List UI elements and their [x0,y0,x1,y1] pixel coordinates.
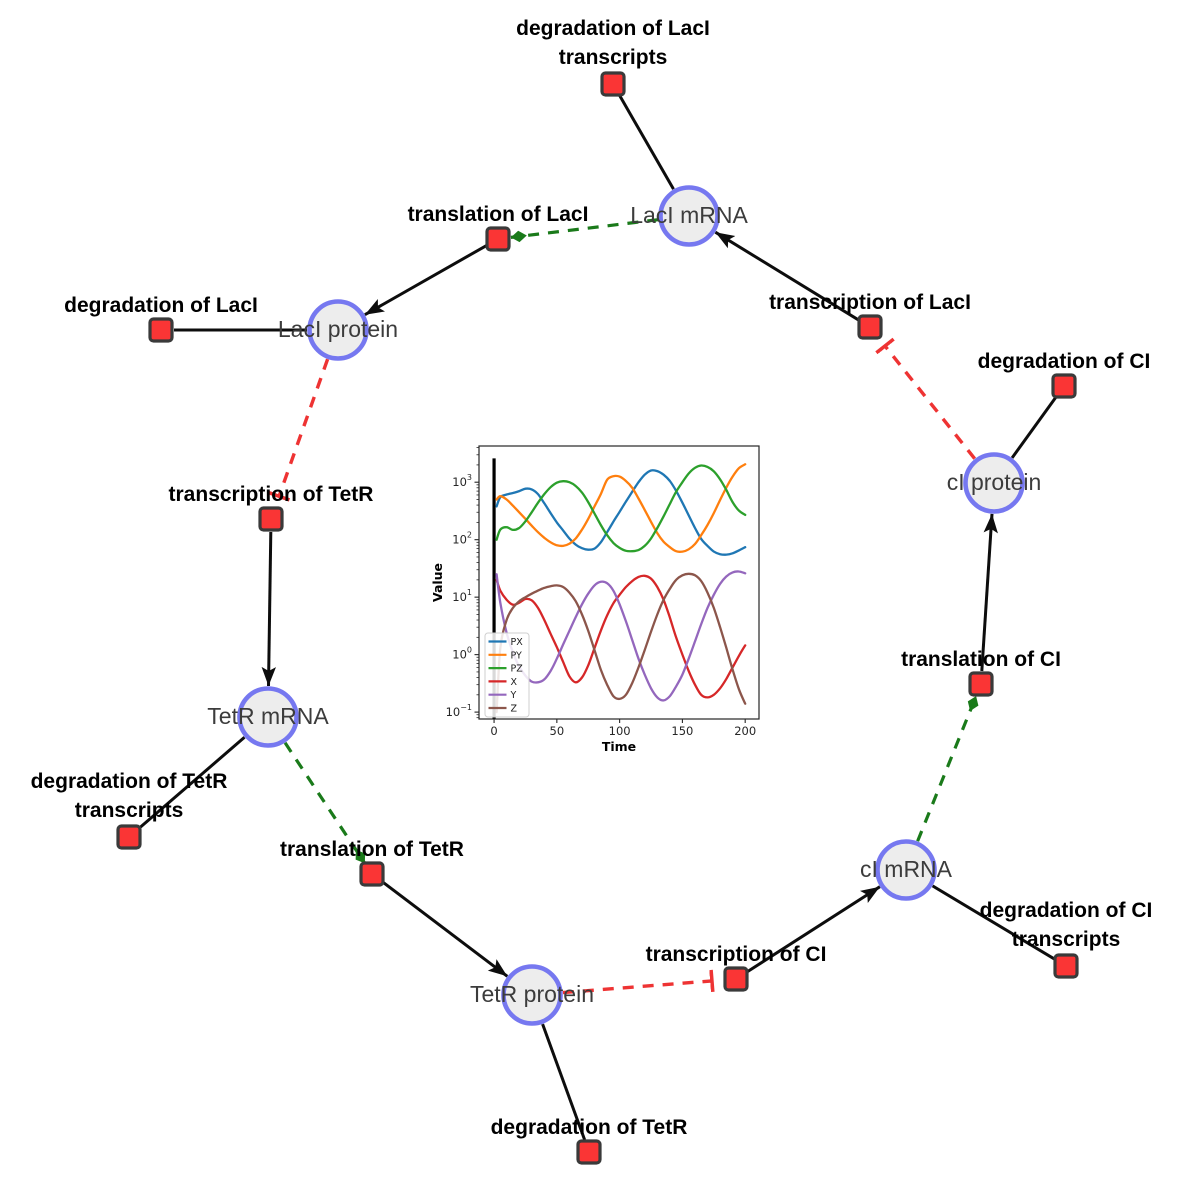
y-tick-label-10e3: 103 [452,473,472,489]
edge-production-tx_tetr-to-tetr_mrna [261,531,276,687]
edge-consumption-ci_protein-to-deg_ci [1010,395,1058,459]
species-node-ci_protein [963,452,1025,514]
reaction-node-tl_tetr [359,861,385,887]
series-line-Z [495,572,747,714]
reaction-node-tx_tetr [258,506,284,532]
reaction-node-deg_laci [148,317,174,343]
reaction-label-tl_ci: translation of CI [901,648,1061,671]
legend-entry-PX: PX [511,637,524,648]
edge-production-tx_ci-to-ci_mrna [746,885,881,974]
edge-inhibition-ci_protein-to-tx_laci [875,337,977,460]
x-tick-label: 0 [490,724,497,738]
reaction-label-deg_laci_tx-line2: transcripts [559,46,668,69]
reaction-node-deg_laci_tx [600,71,626,97]
x-tick-label: 150 [671,724,693,738]
reaction-label-deg_tetr_tx-line2: transcripts [75,799,184,822]
series-line-PY [495,463,747,553]
edge-production-tl_laci-to-laci_protein [364,244,488,317]
legend-entry-PY: PY [511,650,523,661]
reaction-node-tl_ci [968,671,994,697]
y-tick-label-10e0: 100 [452,646,472,662]
reaction-node-deg_tetr [576,1139,602,1165]
reaction-node-deg_tetr_tx [116,824,142,850]
edge-production-tl_tetr-to-tetr_protein [381,880,509,978]
legend-entry-Y: Y [510,690,517,701]
series-line-PZ [495,464,747,553]
y-tick-label-10e-1: 10−1 [446,703,472,719]
edge-catalysis-ci_mrna-to-tl_ci [916,695,979,842]
edge-consumption-tetr_mrna-to-deg_tetr_tx [137,736,246,830]
species-node-laci_mrna [658,185,720,247]
reaction-label-tx_laci: transcription of LacI [769,291,971,314]
plot-frame [478,445,760,720]
reaction-label-deg_tetr: degradation of TetR [491,1116,688,1139]
reaction-label-tl_tetr: translation of TetR [280,838,464,861]
reaction-node-tx_ci [723,966,749,992]
legend-entry-PZ: PZ [511,664,524,675]
chart-legend: PX PY PZ XYZ [484,632,530,718]
species-node-tetr_mrna [237,686,299,748]
reaction-node-tx_laci [857,314,883,340]
edge-consumption-tetr_protein-to-deg_tetr [541,1023,587,1141]
species-label-tetr_mrna: TetR mRNA [207,703,329,729]
reaction-label-tx_ci: transcription of CI [646,943,827,966]
series-line-X [495,574,747,699]
x-axis-label: Time [602,739,636,754]
series-line-PX [495,469,747,556]
species-label-ci_mrna: cI mRNA [860,856,953,882]
reaction-label-deg_ci_tx-line1: degradation of CI [980,899,1153,922]
edge-consumption-ci_mrna-to-deg_ci_tx [931,884,1056,961]
legend-entry-X: X [511,677,518,688]
species-label-ci_protein: cI protein [947,469,1042,495]
reaction-label-deg_tetr_tx-line1: degradation of TetR [31,770,228,793]
edge-catalysis-laci_mrna-to-tl_laci [510,218,659,243]
reaction-label-deg_ci_tx-line2: transcripts [1012,928,1121,951]
reaction-label-deg_laci_tx-line1: degradation of LacI [516,17,710,40]
edge-inhibition-laci_protein-to-tx_tetr [268,358,330,502]
reaction-node-deg_ci_tx [1053,953,1079,979]
edge-production-tl_ci-to-ci_protein [980,513,998,672]
edge-inhibition-tetr_protein-to-tx_ci [562,969,715,995]
y-tick-label-10e2: 102 [452,531,472,547]
reaction-label-tx_tetr: transcription of TetR [169,483,374,506]
species-node-laci_protein [307,299,369,361]
series-line-Y [495,570,747,702]
reaction-label-deg_ci: degradation of CI [978,350,1151,373]
reaction-label-deg_laci: degradation of LacI [64,294,258,317]
species-label-laci_protein: LacI protein [278,316,398,342]
edge-production-tx_laci-to-laci_mrna [714,230,860,322]
x-tick-label: 200 [734,724,756,738]
reaction-node-deg_ci [1051,373,1077,399]
edge-catalysis-tetr_mrna-to-tl_tetr [283,741,367,865]
species-label-tetr_protein: TetR protein [470,981,594,1007]
species-node-tetr_protein [501,964,563,1026]
x-tick-label: 50 [550,724,565,738]
edge-consumption-laci_mrna-to-deg_laci_tx [618,94,675,190]
reaction-label-tl_laci: translation of LacI [408,203,589,226]
species-label-laci_mrna: LacI mRNA [630,202,748,228]
x-tick-label: 100 [609,724,631,738]
reaction-node-tl_laci [485,226,511,252]
y-tick-label-10e1: 101 [452,588,472,604]
legend-entry-Z: Z [511,704,518,715]
timeseries-inset-chart: 0 50 100 150 20010−1100101102103TimeValuePXP… [430,445,760,754]
y-axis-label: Value [430,563,445,602]
species-node-ci_mrna [875,839,937,901]
